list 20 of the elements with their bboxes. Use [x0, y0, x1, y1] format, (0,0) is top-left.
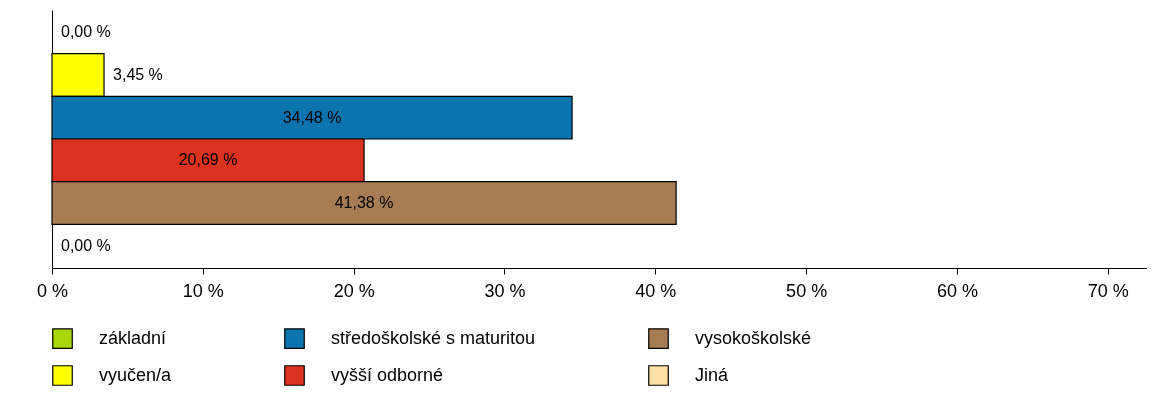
x-tick-label: 70 %: [1087, 280, 1129, 301]
x-tick-label: 0 %: [36, 280, 69, 301]
data-label: 20,69 %: [178, 151, 238, 169]
legend-label: vyšší odborné: [331, 364, 444, 385]
legend-label: středoškolské s maturitou: [331, 327, 536, 348]
x-tick-label: 10 %: [182, 280, 224, 301]
x-tick-label: 20 %: [333, 280, 375, 301]
data-label: 0,00 %: [61, 23, 111, 41]
x-tick-label: 40 %: [635, 280, 677, 301]
x-tick-label: 60 %: [936, 280, 978, 301]
x-tick-label: 30 %: [484, 280, 526, 301]
legend-label: vysokoškolské: [695, 327, 812, 348]
legend-label: Jiná: [695, 364, 730, 385]
data-label: 0,00 %: [61, 236, 111, 254]
x-tick-label: 50 %: [786, 280, 828, 301]
legend-label: vyučen/a: [99, 364, 173, 385]
legend-label: základní: [99, 327, 167, 348]
data-label: 3,45 %: [113, 65, 163, 83]
data-label: 34,48 %: [282, 108, 342, 126]
data-label: 41,38 %: [334, 194, 394, 212]
